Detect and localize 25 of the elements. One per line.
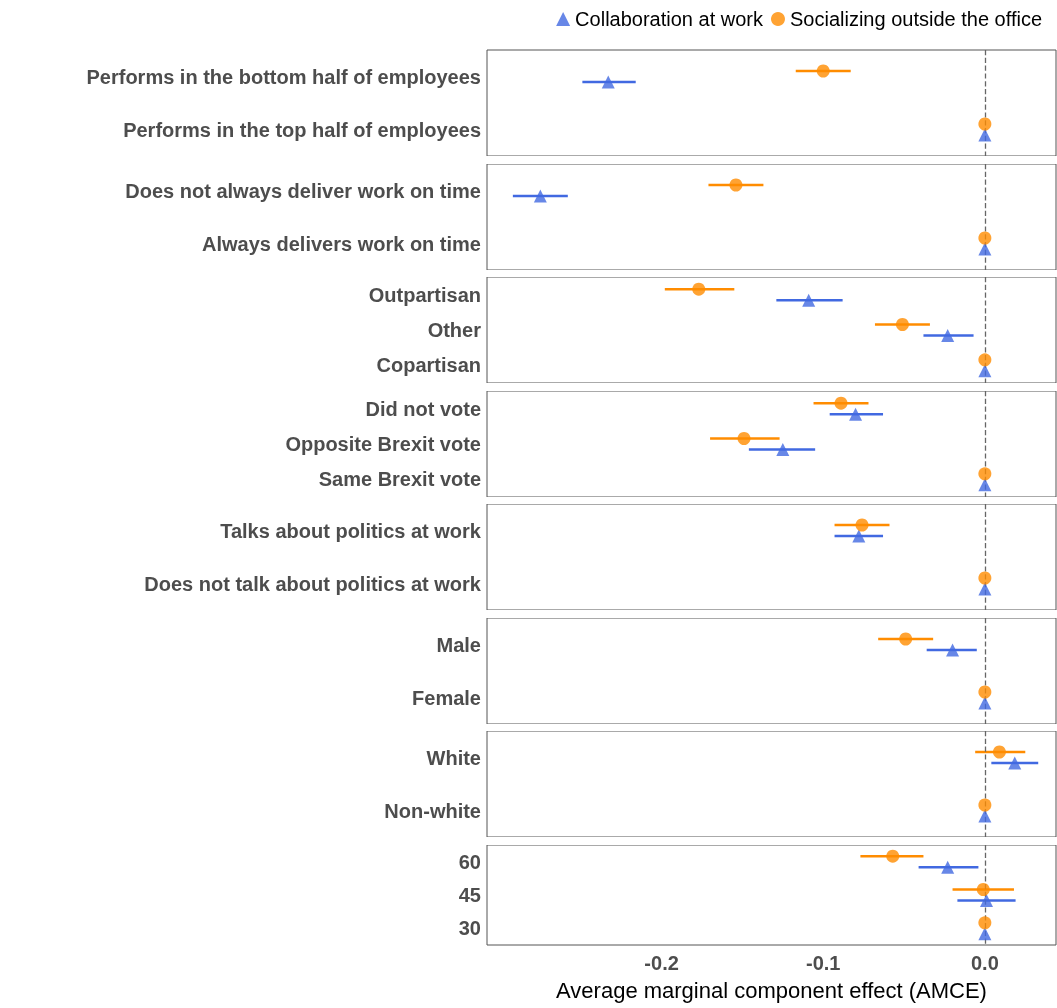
y-tick-label: Performs in the top half of employees	[123, 118, 481, 141]
y-tick-label: Opposite Brexit vote	[285, 432, 481, 455]
y-tick-label: Always delivers work on time	[202, 232, 481, 254]
y-tick-label: Male	[436, 633, 481, 655]
legend-label: Socializing outside the office	[789, 8, 1042, 30]
y-tick-label: Copartisan	[376, 354, 481, 377]
y-tick-label: Female	[412, 686, 481, 708]
x-tick-label: -0.2	[644, 951, 679, 974]
y-tick-label: 60	[458, 850, 481, 873]
y-tick-label: Other	[427, 319, 482, 341]
legend-label: Collaboration at work	[575, 8, 764, 30]
y-tick-label: Did not vote	[365, 397, 481, 420]
y-tick-label: Same Brexit vote	[318, 467, 481, 490]
y-tick-label: Performs in the bottom half of employees	[86, 65, 481, 88]
y-tick-label: White	[426, 746, 481, 769]
y-tick-label: 45	[458, 883, 481, 906]
y-tick-label: Talks about politics at work	[220, 519, 482, 542]
y-tick-label: Non-white	[384, 799, 481, 822]
x-axis-title: Average marginal component effect (AMCE)	[556, 977, 987, 1002]
y-tick-label: Does not talk about politics at work	[144, 572, 482, 595]
y-tick-label: Outpartisan	[368, 283, 481, 306]
y-tick-label: 30	[458, 916, 481, 939]
x-tick-label: -0.1	[805, 951, 841, 974]
y-tick-label: Does not always deliver work on time	[125, 179, 481, 201]
x-tick-label: 0.0	[970, 951, 999, 974]
